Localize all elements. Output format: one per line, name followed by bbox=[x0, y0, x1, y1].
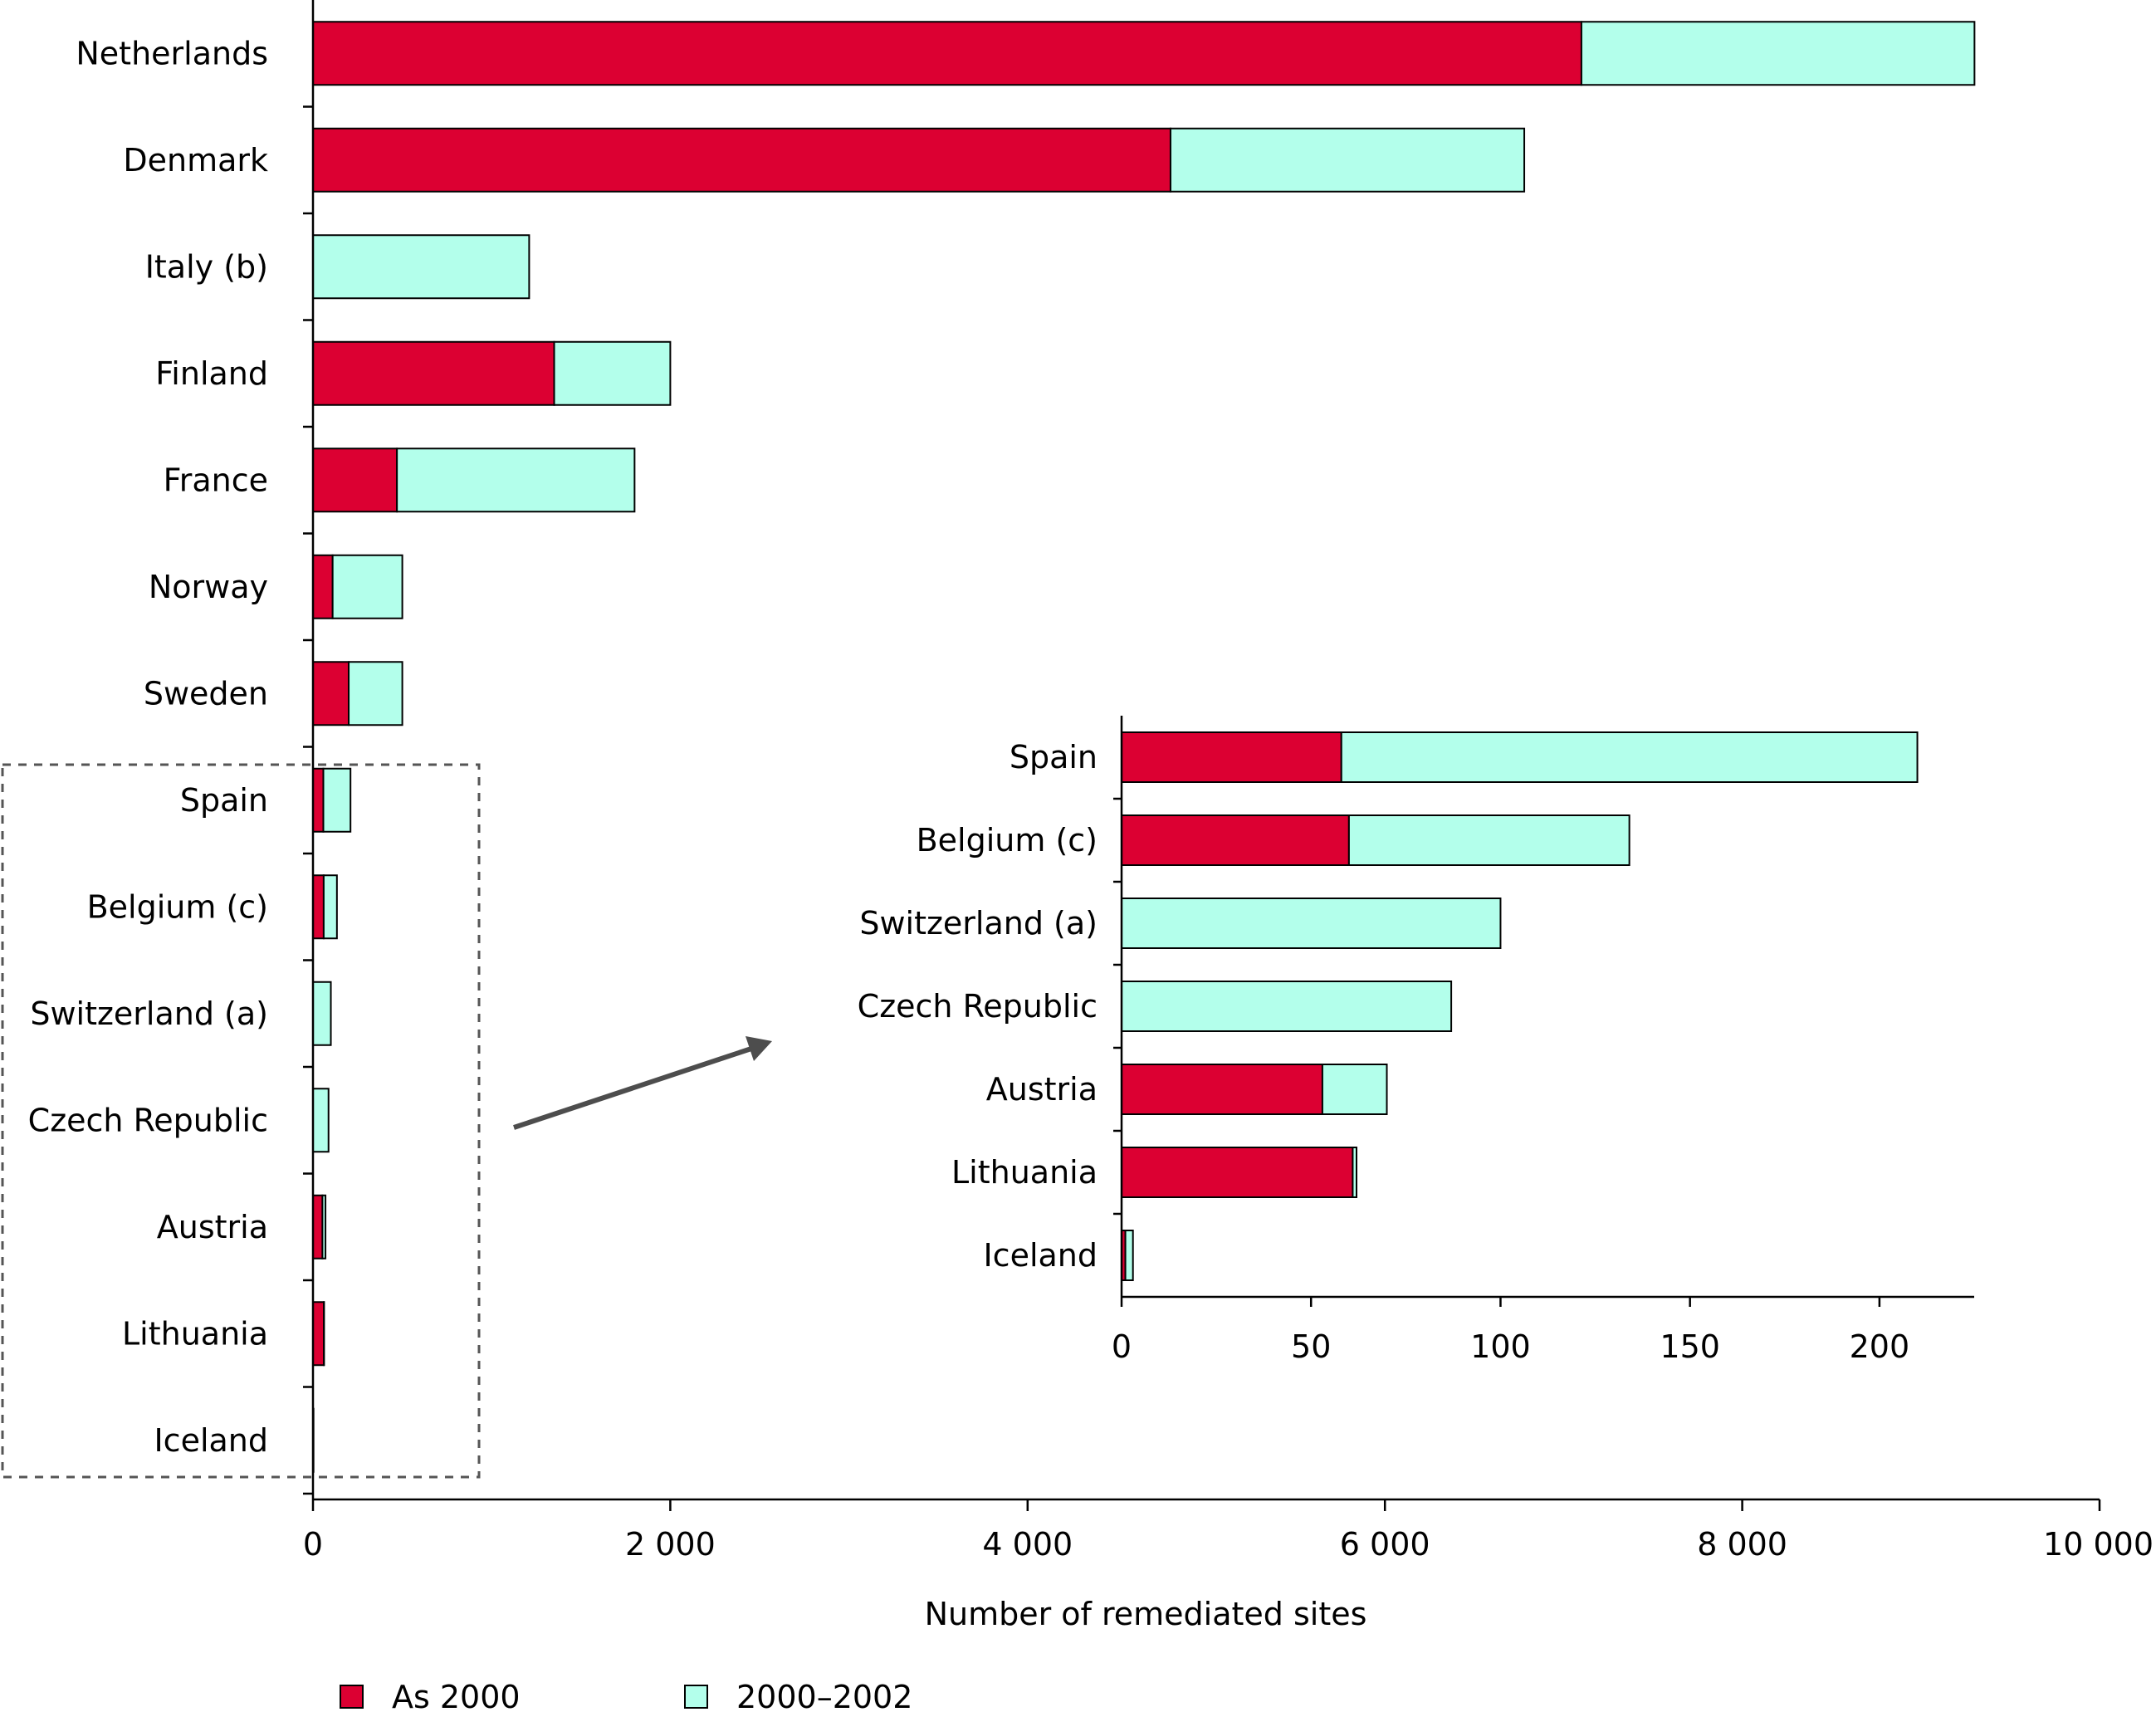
bar-italy-b-2000-2002 bbox=[312, 234, 530, 300]
inset-x-tick-label: 100 bbox=[1470, 1328, 1531, 1365]
category-label-finland: Finland bbox=[155, 355, 268, 392]
x-axis-title: Number of remediated sites bbox=[925, 1596, 1367, 1632]
x-tick-label: 8 000 bbox=[1697, 1526, 1787, 1563]
bar-spain-2000-2002 bbox=[322, 767, 352, 833]
bar-lithuania-as-2000 bbox=[312, 1301, 325, 1367]
category-label-czech-republic: Czech Republic bbox=[28, 1102, 268, 1138]
inset-category-label-spain: Spain bbox=[1010, 739, 1098, 775]
x-tick-label: 0 bbox=[303, 1526, 323, 1563]
bar-sweden-2000-2002 bbox=[348, 661, 403, 726]
inset-axes bbox=[1113, 716, 1974, 1307]
inset-tick-labels: 0 50 100 150 200 bbox=[1112, 1328, 1909, 1365]
main-axes bbox=[303, 0, 2101, 1511]
category-label-austria: Austria bbox=[157, 1209, 268, 1245]
inset-category-label-czech-republic: Czech Republic bbox=[858, 988, 1098, 1025]
inset-category-label-austria: Austria bbox=[986, 1071, 1098, 1108]
category-label-lithuania: Lithuania bbox=[122, 1315, 268, 1352]
category-label-sweden: Sweden bbox=[144, 675, 268, 712]
inset-bar-austria-2000-2002 bbox=[1321, 1064, 1388, 1115]
inset-bars bbox=[1121, 731, 1919, 1281]
category-label-switzerland-a: Switzerland (a) bbox=[30, 995, 268, 1032]
legend-swatch-2000-2002 bbox=[684, 1685, 708, 1709]
bar-belgium-c-2000-2002 bbox=[322, 874, 338, 940]
zoom-arrow bbox=[513, 1036, 772, 1130]
category-label-italy-b: Italy (b) bbox=[145, 248, 268, 285]
inset-bar-belgium-c-as-2000 bbox=[1121, 814, 1350, 866]
inset-x-tick-label: 150 bbox=[1660, 1328, 1720, 1365]
bar-france-as-2000 bbox=[312, 448, 398, 513]
inset-category-label-iceland: Iceland bbox=[983, 1237, 1098, 1274]
bar-netherlands-2000-2002 bbox=[1580, 21, 1976, 86]
zoom-frame bbox=[1, 763, 481, 1479]
inset-bar-spain-2000-2002 bbox=[1340, 731, 1919, 783]
legend-label-2000-2002: 2000–2002 bbox=[736, 1679, 912, 1712]
inset-bar-switzerland-a-2000-2002 bbox=[1121, 898, 1502, 949]
main-bars bbox=[312, 21, 1976, 1473]
bar-netherlands-as-2000 bbox=[312, 21, 1582, 86]
bar-belgium-c-as-2000 bbox=[312, 874, 325, 940]
bar-czech-republic-2000-2002 bbox=[312, 1088, 330, 1153]
legend: As 2000 2000–2002 bbox=[340, 1679, 912, 1712]
inset-bar-spain-as-2000 bbox=[1121, 731, 1342, 783]
x-tick-label: 10 000 bbox=[2043, 1526, 2154, 1563]
bar-finland-as-2000 bbox=[312, 340, 555, 406]
inset-bar-czech-republic-2000-2002 bbox=[1121, 981, 1453, 1032]
bar-austria-2000-2002 bbox=[321, 1194, 327, 1260]
bar-spain-as-2000 bbox=[312, 767, 325, 833]
category-label-netherlands: Netherlands bbox=[76, 35, 268, 71]
inset-bar-lithuania-2000-2002 bbox=[1352, 1147, 1357, 1198]
category-label-france: France bbox=[164, 462, 268, 498]
inset-x-tick-label: 50 bbox=[1291, 1328, 1331, 1365]
main-category-labels: Netherlands Denmark Italy (b) Finland France… bbox=[28, 35, 268, 1459]
bar-norway-as-2000 bbox=[312, 554, 334, 619]
inset-category-label-lithuania: Lithuania bbox=[951, 1154, 1098, 1191]
bar-denmark-as-2000 bbox=[312, 127, 1171, 193]
bar-finland-2000-2002 bbox=[553, 340, 672, 406]
inset-bar-iceland-2000-2002 bbox=[1124, 1230, 1134, 1281]
bar-norway-2000-2002 bbox=[331, 554, 403, 619]
main-tick-labels: 0 2 000 4 000 6 000 8 000 10 000 bbox=[303, 1526, 2154, 1563]
x-tick-label: 2 000 bbox=[625, 1526, 716, 1563]
category-label-iceland: Iceland bbox=[154, 1422, 268, 1459]
category-label-belgium-c: Belgium (c) bbox=[87, 888, 268, 925]
category-label-denmark: Denmark bbox=[123, 142, 268, 179]
bar-switzerland-a-2000-2002 bbox=[312, 981, 332, 1046]
bar-france-2000-2002 bbox=[396, 448, 636, 513]
x-tick-label: 4 000 bbox=[982, 1526, 1073, 1563]
inset-x-tick-label: 200 bbox=[1850, 1328, 1910, 1365]
inset-x-tick-label: 0 bbox=[1112, 1328, 1132, 1365]
inset-category-label-belgium-c: Belgium (c) bbox=[917, 822, 1098, 858]
category-label-norway: Norway bbox=[149, 569, 268, 605]
inset-category-label-switzerland-a: Switzerland (a) bbox=[859, 905, 1098, 942]
bar-denmark-2000-2002 bbox=[1169, 127, 1526, 193]
inset-bar-lithuania-as-2000 bbox=[1121, 1147, 1354, 1198]
inset-bar-belgium-c-2000-2002 bbox=[1347, 814, 1630, 866]
legend-label-as-2000: As 2000 bbox=[392, 1679, 521, 1712]
legend-swatch-as-2000 bbox=[340, 1685, 364, 1709]
x-tick-label: 6 000 bbox=[1340, 1526, 1430, 1563]
bar-austria-as-2000 bbox=[312, 1194, 324, 1260]
category-label-spain: Spain bbox=[180, 782, 268, 819]
inset-bar-austria-as-2000 bbox=[1121, 1064, 1323, 1115]
inset-category-labels: Spain Belgium (c) Switzerland (a) Czech Rep… bbox=[858, 739, 1098, 1274]
bar-sweden-as-2000 bbox=[312, 661, 350, 726]
